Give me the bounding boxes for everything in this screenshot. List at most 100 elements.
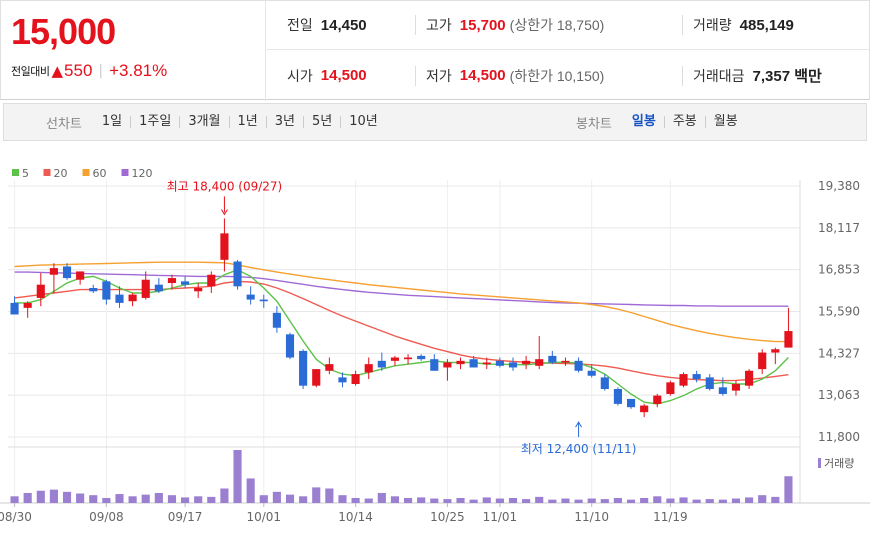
candle-body <box>482 362 491 365</box>
volume-bar <box>364 498 373 503</box>
line-chart-group: 선차트 1일 1주일 3개월 1년 3년 5년 10년 <box>46 104 386 140</box>
candle-body <box>443 362 452 368</box>
period-3y[interactable]: 3년 <box>265 115 303 128</box>
change-amount: 550 <box>64 61 93 80</box>
x-tick-label: 10/25 <box>430 510 465 524</box>
volume-bar <box>653 496 662 503</box>
legend-label-20: 20 <box>54 167 68 180</box>
prev-close-label: 전일 <box>287 18 313 34</box>
volume-bar <box>338 495 347 503</box>
volume-bar <box>102 497 111 503</box>
candle-body <box>325 364 334 371</box>
volume-bar <box>640 497 649 503</box>
volume-bar <box>246 478 255 503</box>
volume-bar <box>207 496 216 503</box>
period-1d[interactable]: 1일 <box>101 114 123 129</box>
candle-body <box>574 360 583 371</box>
volume-bar <box>508 497 518 503</box>
period-10y[interactable]: 10년 <box>340 115 386 128</box>
open-label: 시가 <box>287 68 313 85</box>
candle-body <box>89 287 98 292</box>
candle-body <box>508 362 518 368</box>
volume-bar <box>745 497 754 503</box>
volume-bar <box>771 496 780 503</box>
candle-body <box>548 355 557 363</box>
volume-bar <box>351 497 360 503</box>
volume-bar <box>181 497 190 503</box>
amount-value: 7,357 백만 <box>752 68 822 85</box>
volume-bar <box>430 498 439 503</box>
x-tick-label: 08/30 <box>0 510 32 524</box>
candle-body <box>285 334 295 358</box>
candle-body <box>640 405 649 413</box>
period-1w[interactable]: 1주일 <box>130 115 179 128</box>
y-tick-label: 16,853 <box>818 263 860 277</box>
change-percent: +3.81% <box>109 61 168 80</box>
candle-body <box>181 281 190 285</box>
volume-bar <box>692 499 701 503</box>
volume-bar <box>482 497 491 503</box>
x-tick-label: 10/01 <box>246 510 281 524</box>
legend-label-60: 60 <box>93 167 107 180</box>
candle-body <box>522 360 531 365</box>
amount-label: 거래대금 <box>693 68 745 85</box>
candle-body <box>233 261 242 287</box>
candle-body <box>535 359 544 366</box>
candle-body <box>679 374 688 386</box>
high-annotation: 최고 18,400 (09/27) <box>167 179 283 193</box>
ma60-line <box>14 261 789 343</box>
low-value: 14,500 <box>459 67 506 84</box>
amount-cell: 거래대금 7,357 백만 <box>682 65 822 86</box>
volume-bar <box>758 495 767 503</box>
candle-body <box>194 287 203 292</box>
x-tick-label: 11/01 <box>483 510 518 524</box>
volume-bar <box>220 488 229 503</box>
price-summary-panel: 15,000 전일대비 ▲ 550 | +3.81% 전일 14,450 고가 … <box>0 0 870 101</box>
candle-body <box>758 352 767 370</box>
candle-weekly[interactable]: 주봉 <box>663 115 705 128</box>
period-5y[interactable]: 5년 <box>303 115 340 128</box>
candle-daily[interactable]: 일봉 <box>631 114 656 129</box>
open-cell: 시가 14,500 <box>287 66 367 86</box>
candle-body <box>259 299 268 302</box>
volume-bar <box>403 497 413 503</box>
upper-limit: (상한가 18,750) <box>509 17 605 33</box>
candle-body <box>561 360 570 363</box>
volume-bar <box>626 499 636 503</box>
volume-bar <box>574 499 583 503</box>
volume-bar <box>443 499 452 503</box>
volume-bar <box>299 496 308 503</box>
info-row-bottom: 시가 14,500 저가 14,500 (하한가 10,150) 거래대금 7,… <box>267 51 870 100</box>
volume-bar <box>548 499 557 503</box>
candle-body <box>705 377 714 389</box>
volume-bar <box>167 495 177 503</box>
candle-monthly[interactable]: 월봉 <box>704 115 746 128</box>
y-tick-label: 15,590 <box>818 305 860 319</box>
volume-bar <box>561 498 570 503</box>
candle-body <box>495 360 504 366</box>
volume-bar <box>233 450 242 503</box>
volume-bar <box>259 495 268 503</box>
volume-bar <box>36 490 45 503</box>
volume-bar <box>76 493 85 503</box>
candle-body <box>417 355 426 360</box>
legend-label-120: 120 <box>132 167 153 180</box>
candle-body <box>207 274 216 287</box>
candle-body <box>745 370 754 386</box>
volume-legend-swatch <box>818 458 821 468</box>
low-label: 저가 <box>426 68 452 85</box>
open-value: 14,500 <box>320 67 367 84</box>
candle-body <box>613 388 622 404</box>
period-1y[interactable]: 1년 <box>228 115 266 128</box>
volume-bar <box>23 492 32 503</box>
candle-body <box>390 357 400 361</box>
period-3m[interactable]: 3개월 <box>179 115 228 128</box>
candle-body <box>351 374 360 385</box>
volume-bar <box>194 496 203 503</box>
high-value: 15,700 <box>459 16 506 34</box>
candle-body <box>167 278 177 284</box>
candle-body <box>10 302 19 315</box>
volume-bar <box>469 499 478 503</box>
candle-body <box>76 271 85 280</box>
low-cell: 저가 14,500 (하한가 10,150) <box>415 65 604 86</box>
